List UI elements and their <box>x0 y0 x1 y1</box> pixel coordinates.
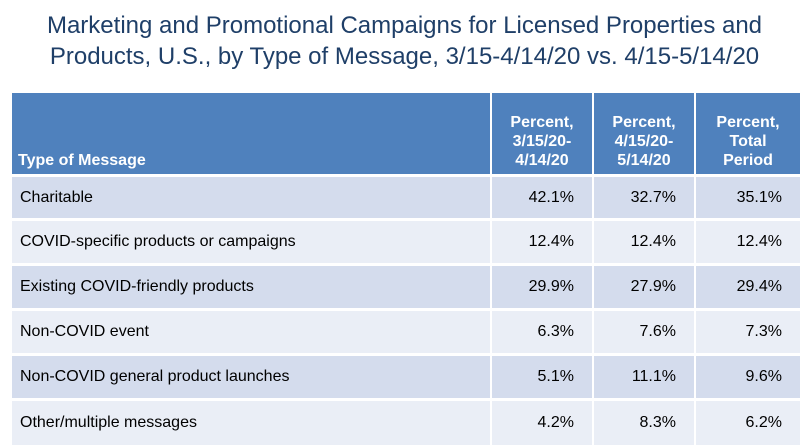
table-row: Charitable 42.1% 32.7% 35.1% <box>12 174 800 218</box>
row-label: Non-COVID general product launches <box>12 353 490 398</box>
cell-value: 35.1% <box>696 174 800 218</box>
column-header-line: Type of Message <box>18 152 146 169</box>
column-header-line: 4/15/20- <box>614 133 674 150</box>
cell-value: 12.4% <box>594 218 694 263</box>
cell-value: 9.6% <box>696 353 800 398</box>
column-header-line: Period <box>723 152 773 169</box>
page: Marketing and Promotional Campaigns for … <box>0 10 809 445</box>
cell-value: 32.7% <box>594 174 694 218</box>
row-label: COVID-specific products or campaigns <box>12 218 490 263</box>
column-header-1: Percent, 3/15/20- 4/14/20 <box>492 93 592 174</box>
row-label: Charitable <box>12 174 490 218</box>
cell-value: 5.1% <box>492 353 592 398</box>
cell-value: 42.1% <box>492 174 592 218</box>
column-header-line: Percent, <box>716 114 780 131</box>
cell-value: 7.6% <box>594 308 694 353</box>
row-label: Non-COVID event <box>12 308 490 353</box>
table-row: COVID-specific products or campaigns 12.4… <box>12 218 800 263</box>
chart-title: Marketing and Promotional Campaigns for … <box>0 10 809 72</box>
cell-value: 6.3% <box>492 308 592 353</box>
column-header-line: Percent, <box>612 114 676 131</box>
column-header-line: 5/14/20 <box>617 152 671 169</box>
cell-value: 12.4% <box>492 218 592 263</box>
table-header-row: Type of Message Percent, 3/15/20- 4/14/20 Pe… <box>12 93 800 174</box>
chart-title-line-1: Marketing and Promotional Campaigns for … <box>46 12 763 39</box>
column-header-line: 4/14/20 <box>515 152 569 169</box>
column-header-3: Percent, Total Period <box>696 93 800 174</box>
column-header-0: Type of Message <box>12 93 490 174</box>
row-label: Existing COVID-friendly products <box>12 263 490 308</box>
table-row: Non-COVID event 6.3% 7.6% 7.3% <box>12 308 800 353</box>
cell-value: 6.2% <box>696 398 800 445</box>
column-header-line: Percent, <box>510 114 574 131</box>
cell-value: 29.9% <box>492 263 592 308</box>
cell-value: 4.2% <box>492 398 592 445</box>
cell-value: 11.1% <box>594 353 694 398</box>
row-label: Other/multiple messages <box>12 398 490 445</box>
cell-value: 12.4% <box>696 218 800 263</box>
column-header-line: Total <box>729 133 767 150</box>
cell-value: 27.9% <box>594 263 694 308</box>
column-header-2: Percent, 4/15/20- 5/14/20 <box>594 93 694 174</box>
table-body: Charitable 42.1% 32.7% 35.1% COVID-specific … <box>12 174 800 445</box>
table-row: Other/multiple messages 4.2% 8.3% 6.2% <box>12 398 800 445</box>
data-table: Type of Message Percent, 3/15/20- 4/14/20 Pe… <box>10 93 802 445</box>
table-row: Non-COVID general product launches 5.1% 11… <box>12 353 800 398</box>
chart-title-line-2: Products, U.S., by Type of Message, 3/15… <box>49 43 760 70</box>
cell-value: 7.3% <box>696 308 800 353</box>
column-header-line: 3/15/20- <box>512 133 572 150</box>
table-row: Existing COVID-friendly products 29.9% 27.… <box>12 263 800 308</box>
cell-value: 29.4% <box>696 263 800 308</box>
cell-value: 8.3% <box>594 398 694 445</box>
